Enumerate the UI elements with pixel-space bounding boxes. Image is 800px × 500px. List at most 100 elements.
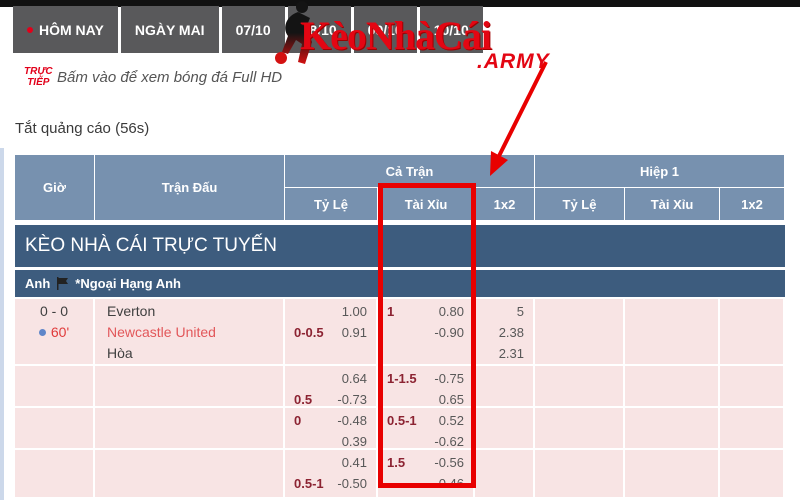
handicap-value: 0-0.5 bbox=[294, 325, 324, 340]
live-badge-line1: TRỰC bbox=[24, 66, 53, 77]
odds-value[interactable]: 0.52 bbox=[438, 413, 464, 428]
odds-value[interactable]: 0.46 bbox=[438, 476, 464, 491]
ft-1x2-cell[interactable] bbox=[475, 450, 535, 497]
tab-label: NGÀY MAI bbox=[134, 21, 205, 38]
ft-handicap-cell[interactable]: 0.64 0.5 -0.73 bbox=[285, 366, 378, 406]
left-page-strip bbox=[0, 148, 4, 500]
tab-label: 08/10 bbox=[301, 21, 337, 38]
ft-1x2-cell[interactable]: 5 2.38 2.31 bbox=[475, 299, 535, 364]
league-country: Anh bbox=[25, 276, 51, 291]
handicap-value: 0.5-1 bbox=[387, 413, 417, 428]
league-name: *Ngoại Hạng Anh bbox=[75, 276, 181, 291]
ft-overunder-cell[interactable]: 1.5 -0.56 0.46 bbox=[378, 450, 475, 497]
table-header: Giờ Trận Đấu Cả Trận Tỷ Lệ Tài Xỉu 1x2 H… bbox=[15, 155, 785, 221]
tab-label: HÔM NAY bbox=[39, 21, 104, 38]
odds-value[interactable]: 0.39 bbox=[341, 434, 367, 448]
header-full-time-title: Cả Trận bbox=[285, 155, 535, 188]
h1-handicap-cell[interactable] bbox=[535, 450, 625, 497]
odds-value[interactable]: -0.50 bbox=[337, 476, 367, 491]
away-team[interactable]: Newcastle United bbox=[107, 324, 216, 340]
tab-hom-nay[interactable]: HÔM NAY bbox=[13, 6, 118, 53]
header-ft-handicap: Tỷ Lệ bbox=[285, 188, 378, 221]
odds-value[interactable]: -0.62 bbox=[434, 434, 464, 448]
section-title-row: KÈO NHÀ CÁI TRỰC TUYẾN bbox=[15, 225, 785, 267]
league-row: Anh *Ngoại Hạng Anh bbox=[15, 270, 785, 297]
odds-value[interactable]: 1.00 bbox=[341, 304, 367, 319]
close-ad-button[interactable]: Tắt quảng cáo (56s) bbox=[15, 120, 150, 137]
h1-overunder-cell[interactable] bbox=[625, 299, 720, 364]
h1-handicap-cell[interactable] bbox=[535, 366, 625, 406]
match-minute: 60' bbox=[50, 324, 70, 340]
handicap-value: 1.5 bbox=[387, 455, 406, 470]
header-time: Giờ bbox=[15, 155, 95, 221]
match-time-cell: 0 - 0 60' bbox=[15, 299, 95, 364]
h1-1x2-cell[interactable] bbox=[720, 450, 785, 497]
h1-overunder-cell[interactable] bbox=[625, 408, 720, 448]
header-match: Trận Đấu bbox=[95, 155, 285, 221]
odds-value[interactable]: 5 bbox=[516, 304, 524, 319]
odds-value[interactable]: -0.73 bbox=[337, 392, 367, 406]
ft-overunder-cell[interactable]: 0.5-1 0.52 -0.62 bbox=[378, 408, 475, 448]
tab-label: 10/10 bbox=[433, 21, 469, 38]
header-first-half-title: Hiệp 1 bbox=[535, 155, 785, 188]
ft-1x2-cell[interactable] bbox=[475, 366, 535, 406]
tab-label: 07/10 bbox=[235, 21, 271, 38]
match-time-cell bbox=[15, 450, 95, 497]
odds-value[interactable]: 0.91 bbox=[341, 325, 367, 340]
handicap-value: 0 bbox=[294, 413, 302, 428]
match-score: 0 - 0 bbox=[39, 303, 68, 319]
header-ft-overunder: Tài Xỉu bbox=[378, 188, 475, 221]
h1-handicap-cell[interactable] bbox=[535, 299, 625, 364]
logo-brand-text: KèoNhàCái bbox=[300, 13, 492, 58]
header-group-full-time: Cả Trận Tỷ Lệ Tài Xỉu 1x2 bbox=[285, 155, 535, 221]
ft-overunder-cell[interactable]: 1 0.80 -0.90 bbox=[378, 299, 475, 364]
match-teams-cell[interactable]: Everton Newcastle United Hòa bbox=[95, 299, 285, 364]
odds-value[interactable]: 0.41 bbox=[341, 455, 367, 470]
live-badge: TRỰC TIẾP bbox=[24, 66, 53, 88]
odds-value[interactable]: -0.90 bbox=[434, 325, 464, 340]
h1-1x2-cell[interactable] bbox=[720, 366, 785, 406]
tab-ngay-mai[interactable]: NGÀY MAI bbox=[120, 6, 219, 53]
h1-overunder-cell[interactable] bbox=[625, 366, 720, 406]
match-teams-cell bbox=[95, 450, 285, 497]
odds-value[interactable]: 2.31 bbox=[498, 346, 524, 361]
active-tab-dot-icon bbox=[27, 26, 33, 33]
odds-value[interactable]: 0.80 bbox=[438, 304, 464, 319]
site-logo[interactable]: KèoNhàCái .ARMY bbox=[272, 0, 562, 80]
top-black-bar bbox=[0, 0, 800, 7]
ft-handicap-cell[interactable]: 1.00 0-0.5 0.91 bbox=[285, 299, 378, 364]
match-time-cell bbox=[15, 366, 95, 406]
handicap-value: 1-1.5 bbox=[387, 371, 417, 386]
watch-live-link[interactable]: Bấm vào để xem bóng đá Full HD bbox=[57, 69, 283, 86]
h1-handicap-cell[interactable] bbox=[535, 408, 625, 448]
tab-1010[interactable]: 10/10 bbox=[419, 6, 483, 53]
handicap-value: 0.5 bbox=[294, 392, 313, 406]
h1-1x2-cell[interactable] bbox=[720, 299, 785, 364]
handicap-value: 0.5-1 bbox=[294, 476, 324, 491]
tab-label: 09/10 bbox=[367, 21, 403, 38]
logo-tld-text: .ARMY bbox=[477, 50, 550, 73]
section-title: KÈO NHÀ CÁI TRỰC TUYẾN bbox=[25, 235, 278, 256]
h1-overunder-cell[interactable] bbox=[625, 450, 720, 497]
odds-value[interactable]: -0.75 bbox=[434, 371, 464, 386]
odds-value[interactable]: -0.48 bbox=[337, 413, 367, 428]
odds-row: 0 - 0 60' Everton Newcastle United Hòa 1… bbox=[15, 299, 785, 364]
ft-handicap-cell[interactable]: 0 -0.48 0.39 bbox=[285, 408, 378, 448]
odds-row: 0.41 0.5-1 -0.50 1.5 -0.56 0.46 bbox=[15, 450, 785, 497]
header-group-first-half: Hiệp 1 Tỷ Lệ Tài Xỉu 1x2 bbox=[535, 155, 785, 221]
match-time-cell bbox=[15, 408, 95, 448]
ft-handicap-cell[interactable]: 0.41 0.5-1 -0.50 bbox=[285, 450, 378, 497]
tab-0910[interactable]: 09/10 bbox=[353, 6, 417, 53]
odds-value[interactable]: 2.38 bbox=[498, 325, 524, 340]
date-tabs: HÔM NAY NGÀY MAI 07/10 08/10 09/10 10/10 bbox=[13, 6, 483, 53]
home-team[interactable]: Everton bbox=[107, 303, 156, 319]
odds-value[interactable]: 0.65 bbox=[438, 392, 464, 406]
odds-value[interactable]: -0.56 bbox=[434, 455, 464, 470]
ft-overunder-cell[interactable]: 1-1.5 -0.75 0.65 bbox=[378, 366, 475, 406]
ft-1x2-cell[interactable] bbox=[475, 408, 535, 448]
header-h1-handicap: Tỷ Lệ bbox=[535, 188, 625, 221]
h1-1x2-cell[interactable] bbox=[720, 408, 785, 448]
odds-value[interactable]: 0.64 bbox=[341, 371, 367, 386]
tab-0710[interactable]: 07/10 bbox=[221, 6, 285, 53]
